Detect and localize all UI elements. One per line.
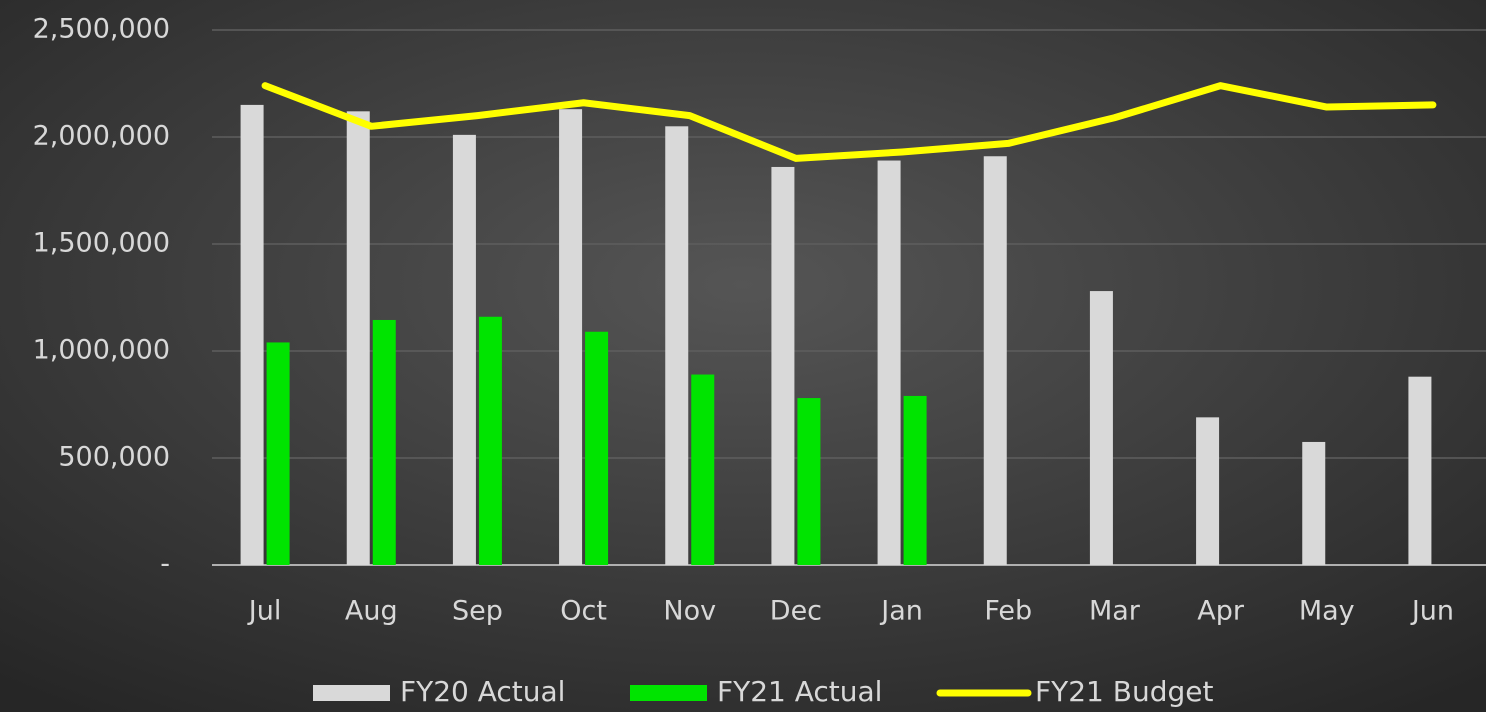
y-tick-label: - [160,549,170,580]
x-tick-label: Apr [1197,596,1245,627]
x-tick-label: May [1299,596,1355,627]
bar [797,398,821,565]
bar [585,331,609,565]
x-tick-label: Feb [984,596,1032,627]
bar [771,166,795,565]
legend-swatch [630,685,707,701]
y-tick-label: 1,000,000 [33,335,170,366]
bar [983,156,1007,565]
grid [212,29,1486,566]
x-tick-label: Oct [560,596,607,627]
bar [1089,291,1113,565]
x-tick-label: Mar [1089,596,1141,627]
x-tick-label: Jul [247,596,282,627]
legend-label: FY20 Actual [400,675,565,708]
y-tick-label: 2,000,000 [33,121,170,152]
bar [478,316,502,565]
x-tick-label: Nov [663,596,716,627]
y-tick-label: 1,500,000 [33,228,170,259]
bar [346,111,370,565]
line [261,82,1437,162]
legend-label: FY21 Budget [1035,675,1213,708]
bar [452,134,476,566]
x-tick-label: Jun [1410,596,1454,627]
bar [877,160,901,566]
labels: - 500,000 1,000,000 1,500,000 2,000,000 2,500… [33,14,1454,709]
bar [240,104,264,566]
bar [665,126,689,566]
bar [266,342,290,565]
bar [1408,376,1432,565]
x-tick-label: Aug [345,596,398,627]
y-tick-label: 500,000 [58,442,170,473]
legend-swatch [313,685,390,701]
bar [372,319,396,565]
bar [559,109,583,566]
y-tick-label: 2,500,000 [33,14,170,45]
bar [1302,441,1326,565]
x-tick-label: Sep [452,596,503,627]
bar [691,374,715,565]
x-tick-label: Dec [770,596,822,627]
x-tick-label: Jan [879,596,923,627]
legend-label: FY21 Actual [717,675,882,708]
bar [1196,417,1220,565]
marks [240,82,1437,566]
bar [903,395,927,565]
